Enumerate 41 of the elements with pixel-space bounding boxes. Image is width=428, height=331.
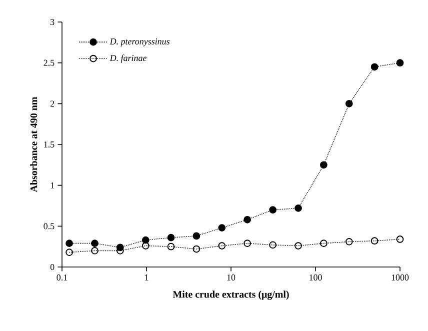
point	[320, 161, 328, 169]
point	[218, 224, 226, 232]
legend-label: D. farinae	[110, 54, 146, 63]
point	[320, 240, 328, 248]
point	[167, 242, 175, 250]
y-tick-label: 0	[50, 264, 54, 270]
point	[167, 234, 175, 242]
x-tick-label: 1000	[392, 274, 409, 280]
x-axis-title: Mite crude extracts (μg/ml)	[172, 290, 289, 300]
x-tick-label: 10	[227, 274, 236, 280]
point	[396, 59, 404, 67]
y-axis-title: Absorbance at 490 nm	[30, 96, 38, 192]
point	[370, 63, 378, 71]
point	[370, 237, 378, 245]
point	[66, 240, 73, 248]
point	[218, 242, 226, 250]
y-tick-label: 1.5	[44, 141, 54, 148]
point	[66, 248, 73, 256]
point	[142, 242, 150, 250]
y-tick-label: 0.5	[44, 223, 54, 230]
x-tick-label: 100	[310, 274, 322, 280]
x-tick-label: 1	[145, 274, 148, 280]
point	[269, 241, 277, 249]
y-tick-label: 3	[50, 18, 54, 26]
point	[396, 236, 404, 243]
y-tick-label: 2	[50, 100, 54, 107]
point	[192, 245, 200, 253]
point	[345, 100, 353, 108]
point	[244, 216, 252, 224]
point	[244, 240, 252, 248]
point	[91, 246, 98, 254]
y-tick-label: 1	[50, 182, 54, 188]
point	[269, 206, 277, 214]
y-tick-label: 2.5	[44, 60, 54, 66]
point	[294, 204, 302, 212]
point	[192, 232, 200, 240]
point	[345, 238, 353, 246]
point	[294, 242, 302, 250]
legend-label: D. pteronyssinus	[110, 38, 170, 46]
x-tick-label: 0.1	[56, 274, 68, 281]
point	[91, 240, 98, 248]
